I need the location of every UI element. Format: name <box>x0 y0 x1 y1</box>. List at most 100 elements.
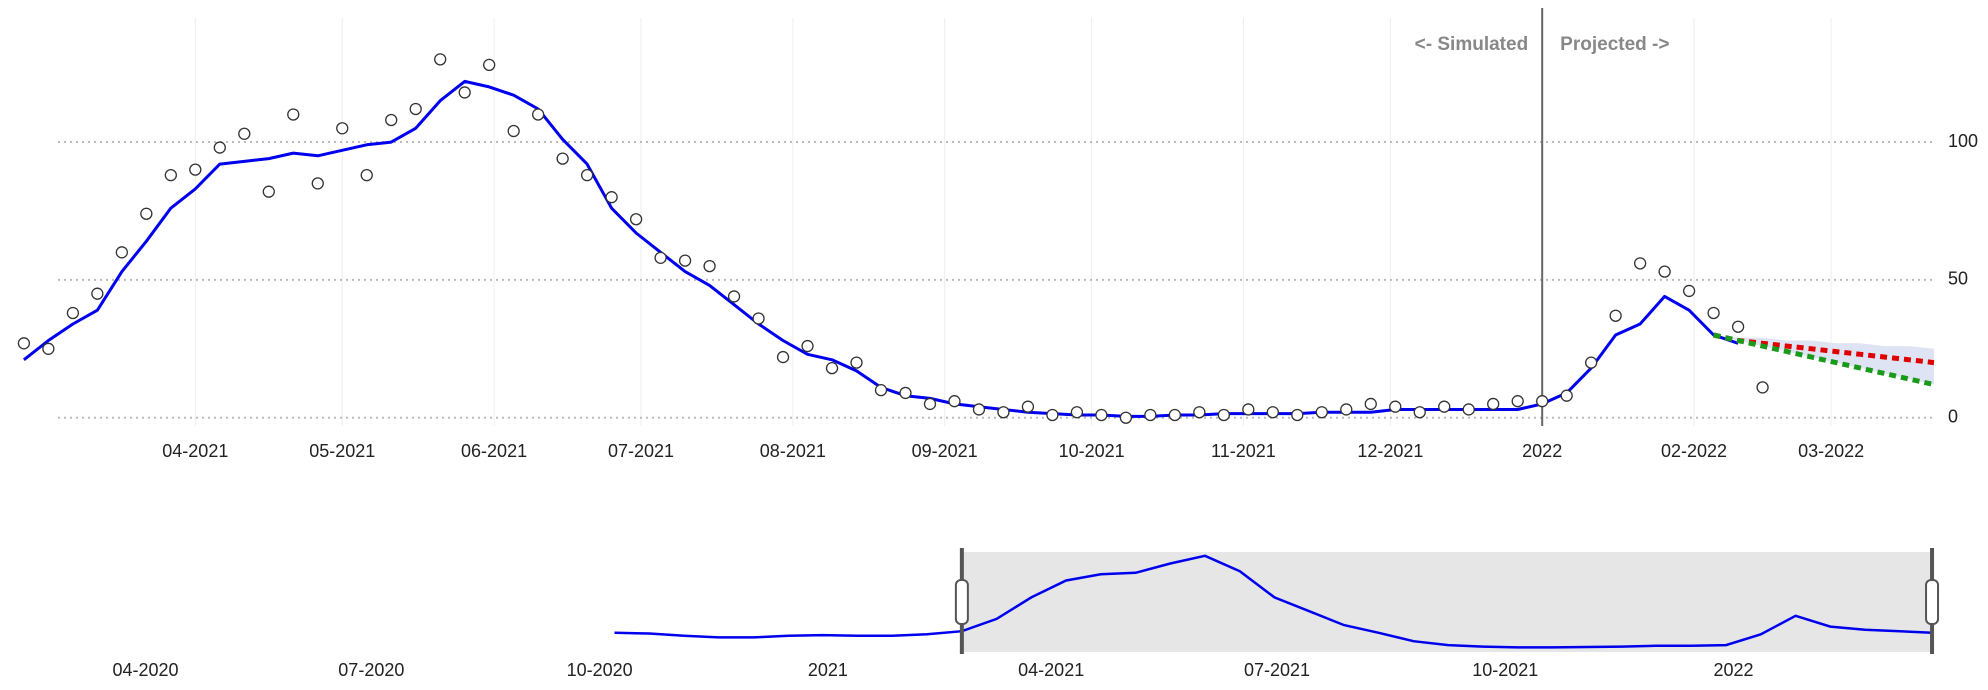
data-point <box>899 386 912 400</box>
x-tick-label: 10-2020 <box>567 660 633 680</box>
data-point <box>1487 397 1500 411</box>
data-point <box>1756 381 1769 394</box>
y-tick-label: 0 <box>1948 406 1958 426</box>
data-point <box>1291 408 1304 422</box>
data-point <box>1144 408 1157 422</box>
data-point <box>483 58 496 72</box>
x-tick-label: 10-2021 <box>1059 441 1125 461</box>
data-point <box>458 86 471 99</box>
data-point <box>66 306 80 320</box>
data-point <box>336 122 349 135</box>
data-point <box>1560 389 1573 402</box>
x-tick-label: 04-2021 <box>1018 660 1084 680</box>
x-tick-label: 2022 <box>1714 660 1754 680</box>
annotation: <- Simulated <box>1415 34 1529 55</box>
x-tick-label: 06-2021 <box>461 441 527 461</box>
data-point <box>556 152 569 165</box>
x-tick-label: 07-2020 <box>338 660 404 680</box>
data-point <box>1095 408 1108 422</box>
x-tick-label: 05-2021 <box>309 441 375 461</box>
x-tick-label: 2022 <box>1522 441 1562 461</box>
average-line <box>22 79 1739 418</box>
x-tick-label: 04-2020 <box>113 660 179 680</box>
data-point <box>1046 408 1059 422</box>
data-point <box>1633 257 1647 270</box>
data-point <box>189 163 202 176</box>
projection-line <box>1713 332 1935 388</box>
data-point <box>776 350 790 364</box>
data-point <box>1682 284 1696 298</box>
data-point <box>42 342 55 355</box>
data-point <box>385 113 398 127</box>
range-handle[interactable] <box>1925 579 1940 625</box>
data-point <box>801 339 814 353</box>
y-tick-label: 50 <box>1948 269 1968 289</box>
x-tick-label: 02-2022 <box>1661 441 1727 461</box>
data-point <box>850 356 863 369</box>
x-tick-label: 09-2021 <box>912 441 978 461</box>
data-point <box>17 337 31 350</box>
data-point <box>629 213 643 226</box>
data-point <box>1707 306 1720 320</box>
data-point <box>91 287 104 300</box>
range-handle[interactable] <box>954 579 969 625</box>
data-point <box>1438 400 1451 413</box>
x-tick-label: 07-2021 <box>1244 660 1310 680</box>
data-point <box>360 168 373 182</box>
data-point <box>1511 395 1524 408</box>
data-point <box>409 102 422 116</box>
data-point <box>1119 411 1133 424</box>
data-point <box>1658 265 1671 278</box>
navigator-line <box>614 554 1933 649</box>
data-point <box>507 124 520 138</box>
x-tick-label: 12-2021 <box>1357 441 1423 461</box>
data-point <box>874 384 888 397</box>
x-tick-label: 04-2021 <box>162 441 228 461</box>
data-point <box>1585 356 1598 369</box>
data-point <box>997 406 1010 419</box>
data-point <box>825 361 839 375</box>
data-point <box>727 290 741 303</box>
data-point <box>1266 406 1279 419</box>
data-point <box>752 312 765 325</box>
data-point <box>1536 395 1549 408</box>
x-tick-label: 10-2021 <box>1472 660 1538 680</box>
data-point <box>1070 406 1084 419</box>
data-point <box>1193 406 1206 419</box>
data-point <box>115 246 129 259</box>
data-point <box>1242 403 1255 416</box>
data-point <box>948 395 961 408</box>
data-point <box>532 108 545 121</box>
data-point <box>1462 403 1475 416</box>
data-point <box>164 168 177 182</box>
data-point <box>1021 400 1035 413</box>
data-point <box>1413 406 1426 419</box>
data-point <box>654 251 667 264</box>
x-tick-label: 2021 <box>808 660 848 680</box>
data-point <box>311 177 324 190</box>
annotation: Projected -> <box>1560 34 1669 55</box>
data-point <box>1168 408 1182 422</box>
data-point <box>434 53 447 66</box>
data-point <box>923 397 937 411</box>
data-point <box>1364 397 1377 411</box>
selection-window <box>961 552 1933 652</box>
data-point <box>1315 406 1328 419</box>
x-tick-label: 03-2022 <box>1798 441 1864 461</box>
data-point <box>678 254 692 267</box>
x-tick-label: 11-2021 <box>1211 441 1276 461</box>
data-point <box>1731 320 1745 333</box>
data-point <box>1217 408 1230 422</box>
data-point <box>580 168 594 182</box>
data-point <box>703 259 716 273</box>
data-point <box>1609 309 1622 322</box>
x-tick-label: 08-2021 <box>760 441 826 461</box>
data-point <box>1340 403 1353 416</box>
data-point <box>238 127 251 140</box>
y-tick-label: 100 <box>1948 131 1978 151</box>
data-point <box>287 108 300 121</box>
data-point <box>1389 400 1402 413</box>
data-point <box>262 185 275 198</box>
data-point <box>605 191 618 204</box>
